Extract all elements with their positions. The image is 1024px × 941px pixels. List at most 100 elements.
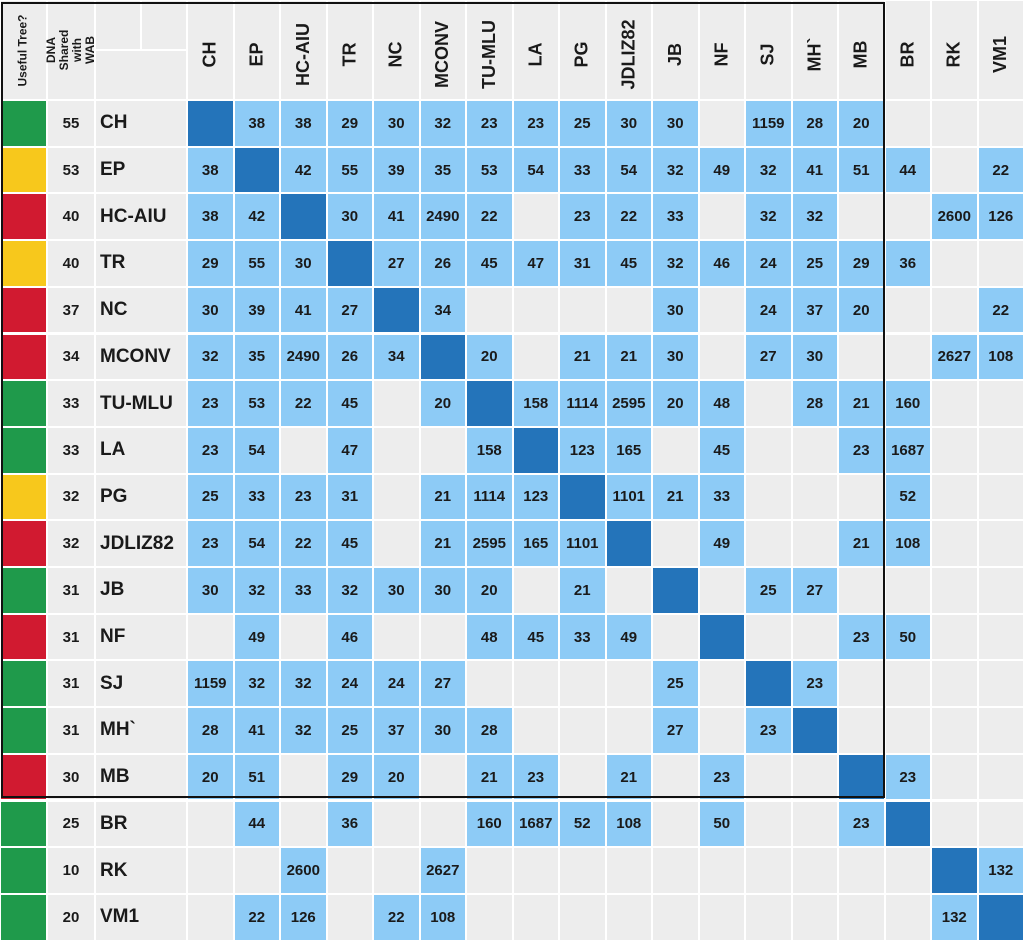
header-corner-bottom bbox=[95, 50, 187, 100]
matrix-cell-value: 33 bbox=[652, 193, 699, 241]
useful-status-marker bbox=[0, 847, 47, 894]
matrix-cell-value: 30 bbox=[605, 100, 652, 147]
matrix-cell-value: 29 bbox=[838, 240, 885, 287]
matrix-cell-value: 30 bbox=[791, 333, 838, 381]
matrix-cell-value: 1101 bbox=[605, 473, 652, 521]
matrix-cell-value: 20 bbox=[466, 567, 513, 614]
matrix-cell-value: 126 bbox=[280, 893, 327, 941]
dna-shared-value: 31 bbox=[47, 707, 95, 754]
column-header: HC-AIU bbox=[280, 0, 327, 100]
matrix-cell-value: 30 bbox=[652, 286, 699, 334]
matrix-cell-value: 44 bbox=[233, 800, 280, 848]
column-header-label: EP bbox=[246, 42, 267, 67]
column-header-label: MH` bbox=[804, 37, 825, 72]
matrix-cell-value: 35 bbox=[419, 146, 466, 194]
matrix-cell-empty bbox=[745, 753, 792, 801]
matrix-cell-diagonal bbox=[977, 893, 1024, 941]
matrix-cell-diagonal bbox=[373, 286, 420, 334]
matrix-cell-value: 51 bbox=[233, 753, 280, 801]
matrix-cell-empty bbox=[373, 847, 420, 894]
matrix-cell-value: 126 bbox=[977, 193, 1024, 241]
row-label: EP bbox=[95, 146, 187, 194]
row-label: MH` bbox=[95, 707, 187, 754]
matrix-cell-value: 27 bbox=[373, 240, 420, 287]
matrix-cell-value: 32 bbox=[233, 567, 280, 614]
matrix-cell-value: 1687 bbox=[884, 426, 931, 474]
matrix-cell-empty bbox=[512, 660, 559, 708]
column-header-label: JDLIZ82 bbox=[618, 19, 639, 90]
useful-status-marker bbox=[0, 426, 47, 474]
column-header-label: RK bbox=[943, 41, 964, 68]
matrix-cell-empty bbox=[512, 193, 559, 241]
matrix-cell-empty bbox=[512, 333, 559, 381]
matrix-cell-empty bbox=[977, 426, 1024, 474]
matrix-cell-value: 21 bbox=[419, 473, 466, 521]
column-header: CH bbox=[187, 0, 234, 100]
matrix-cell-value: 23 bbox=[838, 800, 885, 848]
matrix-cell-value: 20 bbox=[419, 380, 466, 427]
useful-status-marker bbox=[0, 100, 47, 147]
matrix-cell-empty bbox=[838, 847, 885, 894]
matrix-cell-value: 21 bbox=[838, 520, 885, 567]
matrix-cell-value: 48 bbox=[698, 380, 745, 427]
matrix-cell-diagonal bbox=[512, 426, 559, 474]
matrix-cell-value: 54 bbox=[233, 520, 280, 567]
matrix-cell-empty bbox=[838, 473, 885, 521]
matrix-cell-value: 2600 bbox=[280, 847, 327, 894]
matrix-cell-empty bbox=[977, 473, 1024, 521]
matrix-cell-empty bbox=[931, 613, 978, 661]
matrix-cell-empty bbox=[838, 893, 885, 941]
matrix-cell-value: 31 bbox=[559, 240, 606, 287]
matrix-cell-empty bbox=[652, 847, 699, 894]
dna-shared-value: 31 bbox=[47, 567, 95, 614]
matrix-cell-empty bbox=[745, 613, 792, 661]
matrix-cell-empty bbox=[838, 707, 885, 754]
matrix-cell-empty bbox=[466, 286, 513, 334]
column-header-label: NC bbox=[385, 41, 406, 68]
matrix-cell-value: 2490 bbox=[280, 333, 327, 381]
matrix-cell-value: 32 bbox=[233, 660, 280, 708]
matrix-cell-empty bbox=[559, 753, 606, 801]
column-header-label: TR bbox=[339, 42, 360, 67]
matrix-cell-value: 53 bbox=[466, 146, 513, 194]
matrix-cell-empty bbox=[652, 893, 699, 941]
matrix-cell-value: 31 bbox=[326, 473, 373, 521]
matrix-cell-value: 28 bbox=[791, 380, 838, 427]
matrix-cell-diagonal bbox=[698, 613, 745, 661]
matrix-cell-value: 42 bbox=[280, 146, 327, 194]
column-header-label: SJ bbox=[757, 43, 778, 66]
matrix-cell-value: 47 bbox=[512, 240, 559, 287]
matrix-cell-value: 30 bbox=[419, 567, 466, 614]
matrix-cell-value: 46 bbox=[326, 613, 373, 661]
matrix-cell-value: 1101 bbox=[559, 520, 606, 567]
row-label: RK bbox=[95, 847, 187, 894]
matrix-cell-value: 30 bbox=[187, 286, 234, 334]
matrix-cell-empty bbox=[698, 333, 745, 381]
matrix-cell-value: 22 bbox=[977, 286, 1024, 334]
matrix-cell-value: 23 bbox=[512, 753, 559, 801]
matrix-cell-empty bbox=[512, 286, 559, 334]
matrix-cell-empty bbox=[931, 380, 978, 427]
row-label: NC bbox=[95, 286, 187, 334]
matrix-cell-value: 32 bbox=[745, 193, 792, 241]
matrix-cell-empty bbox=[884, 660, 931, 708]
column-header: MH` bbox=[791, 0, 838, 100]
row-label: NF bbox=[95, 613, 187, 661]
matrix-cell-value: 22 bbox=[977, 146, 1024, 194]
dna-shared-value: 32 bbox=[47, 473, 95, 521]
useful-status-marker bbox=[0, 800, 47, 848]
useful-status-marker bbox=[0, 380, 47, 427]
matrix-cell-empty bbox=[884, 286, 931, 334]
matrix-cell-value: 27 bbox=[419, 660, 466, 708]
matrix-cell-empty bbox=[698, 193, 745, 241]
matrix-cell-value: 158 bbox=[466, 426, 513, 474]
matrix-cell-empty bbox=[791, 753, 838, 801]
matrix-cell-empty bbox=[931, 800, 978, 848]
matrix-cell-value: 165 bbox=[512, 520, 559, 567]
matrix-cell-value: 23 bbox=[187, 426, 234, 474]
matrix-cell-value: 45 bbox=[698, 426, 745, 474]
matrix-cell-value: 22 bbox=[233, 893, 280, 941]
column-header-label: JB bbox=[664, 42, 685, 67]
column-header-label: VM1 bbox=[990, 35, 1011, 74]
dna-shared-value: 32 bbox=[47, 520, 95, 567]
